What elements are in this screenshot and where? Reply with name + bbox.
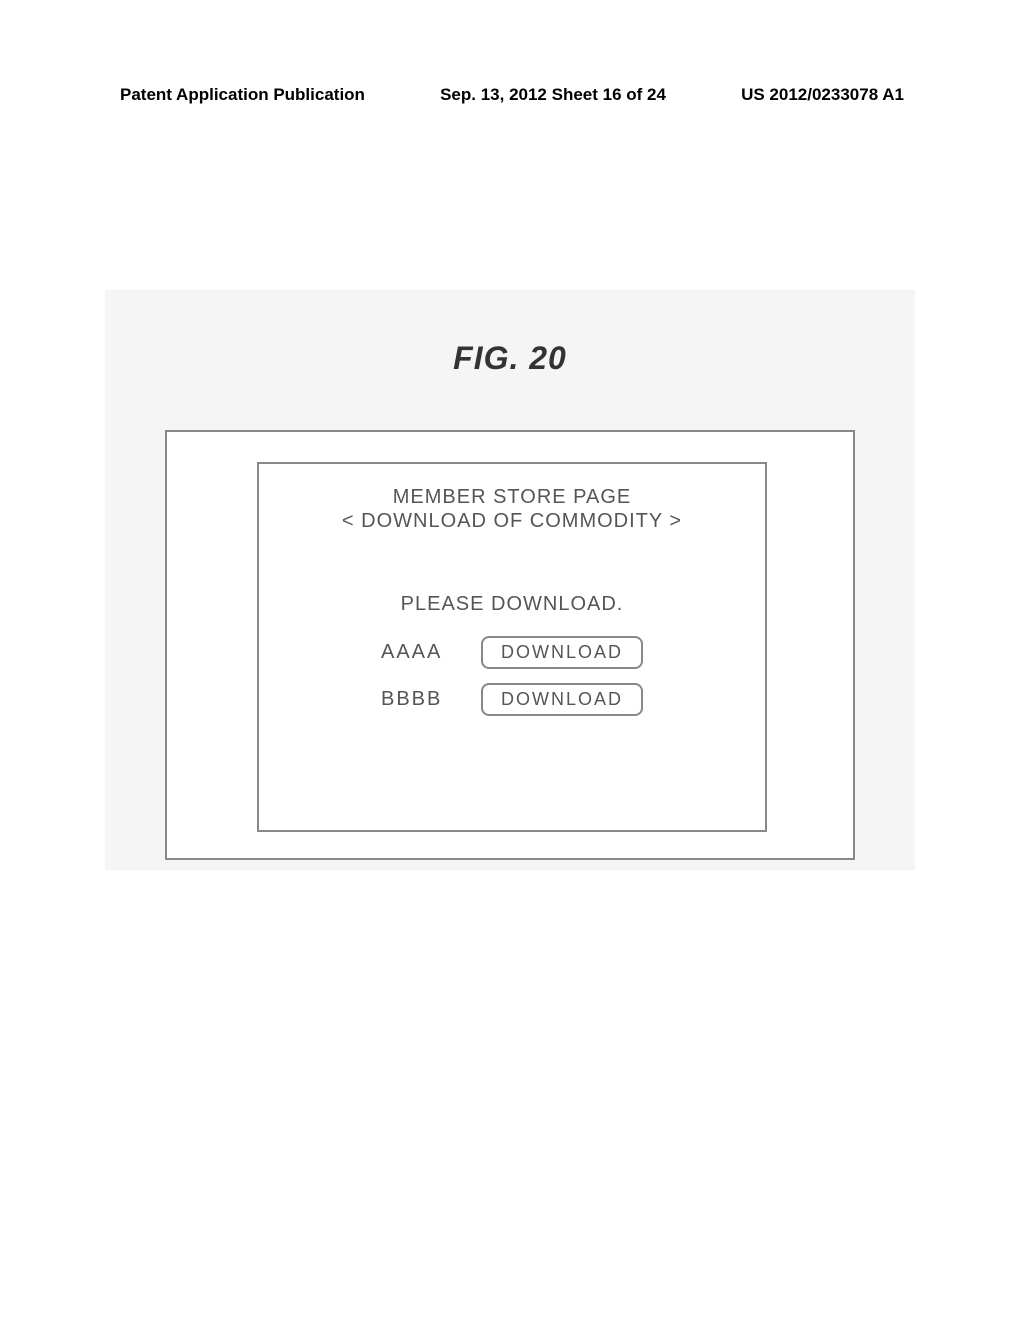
panel-subtitle: < DOWNLOAD OF COMMODITY > (342, 510, 682, 533)
header-right: US 2012/0233078 A1 (741, 85, 904, 105)
download-row: BBBB DOWNLOAD (381, 683, 643, 716)
header-center: Sep. 13, 2012 Sheet 16 of 24 (440, 85, 666, 105)
instruction-text: PLEASE DOWNLOAD. (401, 593, 624, 616)
item-label: AAAA (381, 641, 451, 664)
header-left: Patent Application Publication (120, 85, 365, 105)
download-button[interactable]: DOWNLOAD (481, 636, 643, 669)
download-row: AAAA DOWNLOAD (381, 636, 643, 669)
item-label: BBBB (381, 688, 451, 711)
figure-label: FIG. 20 (105, 340, 915, 377)
download-list: AAAA DOWNLOAD BBBB DOWNLOAD (381, 636, 643, 716)
outer-frame: MEMBER STORE PAGE < DOWNLOAD OF COMMODIT… (165, 430, 855, 860)
download-button[interactable]: DOWNLOAD (481, 683, 643, 716)
panel-title: MEMBER STORE PAGE (393, 484, 632, 510)
figure-area: FIG. 20 MEMBER STORE PAGE < DOWNLOAD OF … (105, 290, 915, 870)
download-panel: MEMBER STORE PAGE < DOWNLOAD OF COMMODIT… (257, 462, 767, 832)
page-header: Patent Application Publication Sep. 13, … (0, 85, 1024, 105)
